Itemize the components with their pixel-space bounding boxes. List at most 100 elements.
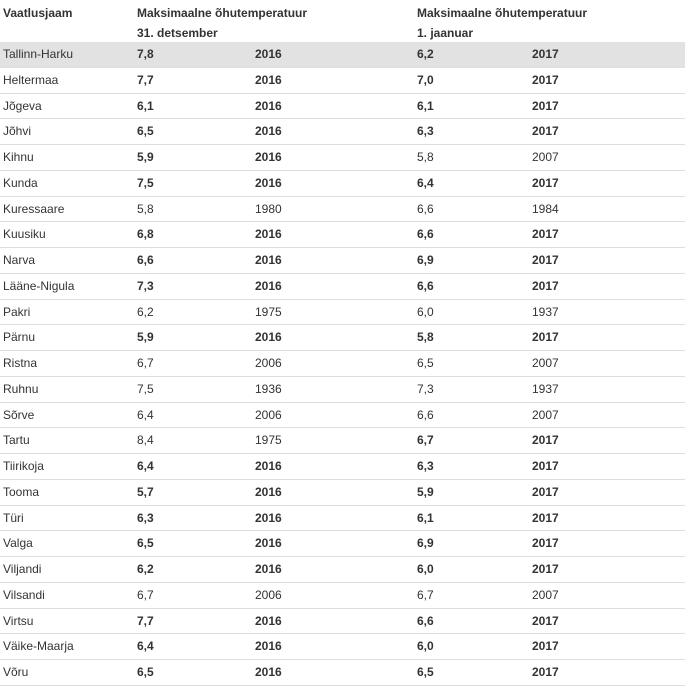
jan-year-cell: 2017 bbox=[532, 459, 559, 473]
dec-year-cell: 2016 bbox=[255, 175, 282, 190]
jan-temp-cell: 6,6 bbox=[417, 278, 434, 293]
jan-year-cell: 1984 bbox=[532, 201, 559, 216]
jan-year-cell: 2017 bbox=[532, 98, 559, 113]
dec-year-cell: 1936 bbox=[255, 381, 282, 396]
jan-year-cell: 2017 bbox=[532, 227, 559, 242]
header-dec: Maksimaalne õhutemperatuur 31. detsember bbox=[137, 3, 307, 43]
jan-temp-cell: 6,3 bbox=[417, 124, 434, 139]
dec-year-cell: 2016 bbox=[255, 562, 282, 576]
dec-year-cell: 2006 bbox=[255, 356, 282, 370]
dec-temp-cell: 7,5 bbox=[137, 381, 154, 396]
jan-temp-cell: 6,3 bbox=[417, 459, 434, 473]
table-body: Tallinn-Harku 7,8 2016 6,2 2017 Heltermaa 7,7 2… bbox=[0, 42, 685, 686]
jan-year-cell: 2017 bbox=[532, 536, 559, 551]
table-row: Tallinn-Harku 7,8 2016 6,2 2017 bbox=[0, 42, 685, 68]
dec-year-cell: 2016 bbox=[255, 253, 282, 267]
station-cell: Kuressaare bbox=[3, 201, 65, 216]
dec-year-cell: 1975 bbox=[255, 304, 282, 319]
jan-year-cell: 2017 bbox=[532, 484, 559, 499]
station-cell: Valga bbox=[3, 536, 33, 551]
jan-temp-cell: 6,7 bbox=[417, 587, 434, 602]
table-row: Kunda 7,5 2016 6,4 2017 bbox=[0, 171, 685, 197]
jan-temp-cell: 5,9 bbox=[417, 484, 434, 499]
station-cell: Virtsu bbox=[3, 613, 34, 628]
jan-year-cell: 2017 bbox=[532, 433, 559, 448]
dec-year-cell: 2006 bbox=[255, 407, 282, 422]
station-cell: Tartu bbox=[3, 433, 30, 448]
station-cell: Vilsandi bbox=[3, 587, 45, 602]
station-cell: Võru bbox=[3, 665, 29, 679]
dec-year-cell: 2016 bbox=[255, 459, 282, 473]
dec-temp-cell: 7,5 bbox=[137, 175, 154, 190]
dec-year-cell: 2016 bbox=[255, 665, 282, 679]
jan-temp-cell: 6,6 bbox=[417, 201, 434, 216]
dec-year-cell: 2016 bbox=[255, 330, 282, 345]
dec-temp-cell: 7,3 bbox=[137, 278, 154, 293]
table-row: Pärnu 5,9 2016 5,8 2017 bbox=[0, 325, 685, 351]
table-row: Kihnu 5,9 2016 5,8 2007 bbox=[0, 145, 685, 171]
station-cell: Kunda bbox=[3, 175, 38, 190]
table-row: Tooma 5,7 2016 5,9 2017 bbox=[0, 480, 685, 506]
jan-temp-cell: 6,1 bbox=[417, 510, 434, 525]
dec-temp-cell: 6,4 bbox=[137, 407, 154, 422]
dec-temp-cell: 6,4 bbox=[137, 459, 154, 473]
jan-temp-cell: 5,8 bbox=[417, 330, 434, 345]
table-row: Lääne-Nigula 7,3 2016 6,6 2017 bbox=[0, 274, 685, 300]
header-dec-title: Maksimaalne õhutemperatuur bbox=[137, 6, 308, 20]
dec-temp-cell: 6,7 bbox=[137, 587, 154, 602]
jan-temp-cell: 6,2 bbox=[417, 47, 434, 61]
jan-temp-cell: 7,3 bbox=[417, 381, 434, 396]
jan-temp-cell: 6,0 bbox=[417, 304, 434, 319]
table-row: Heltermaa 7,7 2016 7,0 2017 bbox=[0, 68, 685, 94]
dec-temp-cell: 6,3 bbox=[137, 510, 154, 525]
station-cell: Pakri bbox=[3, 304, 31, 319]
jan-year-cell: 1937 bbox=[532, 381, 559, 396]
dec-temp-cell: 6,1 bbox=[137, 98, 154, 113]
jan-temp-cell: 6,7 bbox=[417, 433, 434, 448]
table-row: Kuressaare 5,8 1980 6,6 1984 bbox=[0, 197, 685, 223]
dec-temp-cell: 6,5 bbox=[137, 665, 154, 679]
jan-year-cell: 2017 bbox=[532, 639, 559, 654]
dec-year-cell: 2016 bbox=[255, 613, 282, 628]
jan-year-cell: 2017 bbox=[532, 72, 559, 87]
station-cell: Jõgeva bbox=[3, 98, 42, 113]
table-row: Jõgeva 6,1 2016 6,1 2017 bbox=[0, 94, 685, 120]
jan-temp-cell: 6,6 bbox=[417, 613, 434, 628]
header-jan-date: 1. jaanuar bbox=[417, 26, 474, 40]
jan-year-cell: 1937 bbox=[532, 304, 559, 319]
table-row: Vilsandi 6,7 2006 6,7 2007 bbox=[0, 583, 685, 609]
table-row: Türi 6,3 2016 6,1 2017 bbox=[0, 506, 685, 532]
station-cell: Jõhvi bbox=[3, 124, 32, 139]
dec-year-cell: 2016 bbox=[255, 536, 282, 551]
dec-temp-cell: 6,5 bbox=[137, 124, 154, 139]
dec-temp-cell: 6,6 bbox=[137, 253, 154, 267]
jan-temp-cell: 6,6 bbox=[417, 227, 434, 242]
jan-year-cell: 2017 bbox=[532, 278, 559, 293]
station-cell: Väike-Maarja bbox=[3, 639, 74, 654]
header-jan: Maksimaalne õhutemperatuur 1. jaanuar bbox=[417, 3, 587, 43]
table-row: Narva 6,6 2016 6,9 2017 bbox=[0, 248, 685, 274]
jan-temp-cell: 6,1 bbox=[417, 98, 434, 113]
table-row: Ristna 6,7 2006 6,5 2007 bbox=[0, 351, 685, 377]
dec-year-cell: 2006 bbox=[255, 587, 282, 602]
dec-year-cell: 2016 bbox=[255, 150, 282, 164]
dec-year-cell: 2016 bbox=[255, 227, 282, 242]
table-row: Valga 6,5 2016 6,9 2017 bbox=[0, 531, 685, 557]
dec-temp-cell: 5,7 bbox=[137, 484, 154, 499]
jan-temp-cell: 6,0 bbox=[417, 639, 434, 654]
table-row: Pakri 6,2 1975 6,0 1937 bbox=[0, 300, 685, 326]
jan-year-cell: 2017 bbox=[532, 510, 559, 525]
dec-temp-cell: 5,9 bbox=[137, 150, 154, 164]
station-cell: Narva bbox=[3, 253, 36, 267]
dec-temp-cell: 5,9 bbox=[137, 330, 154, 345]
header-dec-date: 31. detsember bbox=[137, 26, 218, 40]
dec-year-cell: 2016 bbox=[255, 484, 282, 499]
jan-temp-cell: 6,6 bbox=[417, 407, 434, 422]
dec-year-cell: 2016 bbox=[255, 47, 282, 61]
jan-year-cell: 2007 bbox=[532, 356, 559, 370]
table-row: Viljandi 6,2 2016 6,0 2017 bbox=[0, 557, 685, 583]
jan-year-cell: 2007 bbox=[532, 407, 559, 422]
dec-temp-cell: 6,2 bbox=[137, 562, 154, 576]
station-cell: Viljandi bbox=[3, 562, 42, 576]
